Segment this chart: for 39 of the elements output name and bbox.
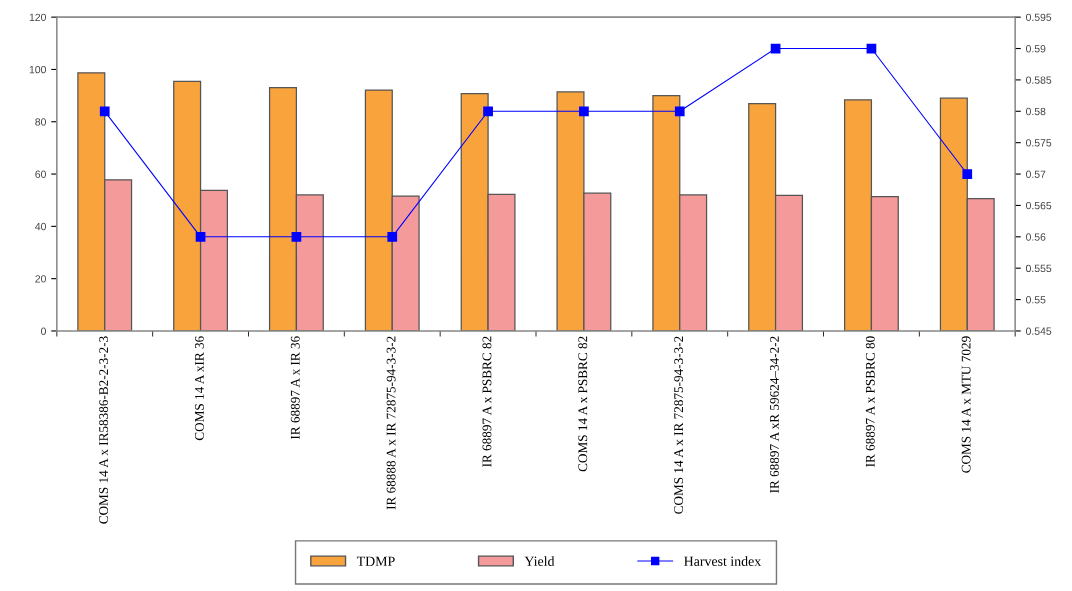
legend-label: TDMP (356, 556, 395, 566)
x-tick-label: IR 68888 A x IR 72875-94-3-3-2 (386, 336, 396, 510)
y2-tick-label: 0.56 (1026, 233, 1046, 241)
y-tick-label: 40 (35, 222, 46, 231)
y2-tick-label: 0.555 (1026, 264, 1052, 273)
x-tick-label: IR 68897 A x PSBRC 80 (865, 336, 875, 467)
y-tick-label: 120 (29, 13, 46, 22)
x-tick-label: COMS 14 A x IR 72875-94-3-3-2 (674, 336, 684, 514)
y-tick-label: 80 (35, 118, 46, 126)
y-tick-label: 60 (35, 170, 46, 178)
point (387, 231, 398, 242)
point (962, 169, 973, 179)
point (291, 231, 302, 242)
x-tick-label: COMS 14 A x PSBRC 82 (578, 336, 588, 472)
y2-tick-label: 0.57 (1026, 170, 1046, 178)
y-tick-label: 0 (41, 327, 46, 335)
legend-label: Yield (524, 556, 555, 566)
y2-tick-label: 0.59 (1026, 45, 1046, 53)
point (579, 106, 589, 117)
y2-tick-label: 0.58 (1026, 107, 1046, 116)
point (483, 106, 493, 117)
x-tick-label: IR 68897 A x IR 36 (290, 336, 300, 440)
y-tick-label: 20 (35, 275, 46, 283)
y2-tick-label: 0.565 (1026, 201, 1052, 210)
legend-label: Harvest index (684, 556, 762, 566)
y2-tick-label: 0.545 (1026, 327, 1052, 335)
y2-tick-label: 0.575 (1026, 139, 1052, 147)
y2-tick-label: 0.595 (1026, 13, 1052, 22)
point (674, 106, 685, 117)
y2-tick-label: 0.585 (1026, 76, 1052, 84)
x-tick-label: COMS 14 A x MTU 7029 (961, 336, 971, 473)
point (99, 106, 110, 117)
x-tick-label: IR 68897 A x PSBRC 82 (482, 336, 492, 467)
point (195, 231, 206, 242)
y-tick-label: 100 (29, 65, 46, 74)
y2-tick-label: 0.55 (1026, 296, 1046, 304)
x-tick-label: COMS 14 A x IR58386-B2-2-3-2-3 (99, 336, 109, 524)
x-tick-label: COMS 14 A xIR 36 (195, 336, 204, 441)
x-tick-label: IR 68897 A xR 59624–34-2-2 (769, 336, 779, 493)
